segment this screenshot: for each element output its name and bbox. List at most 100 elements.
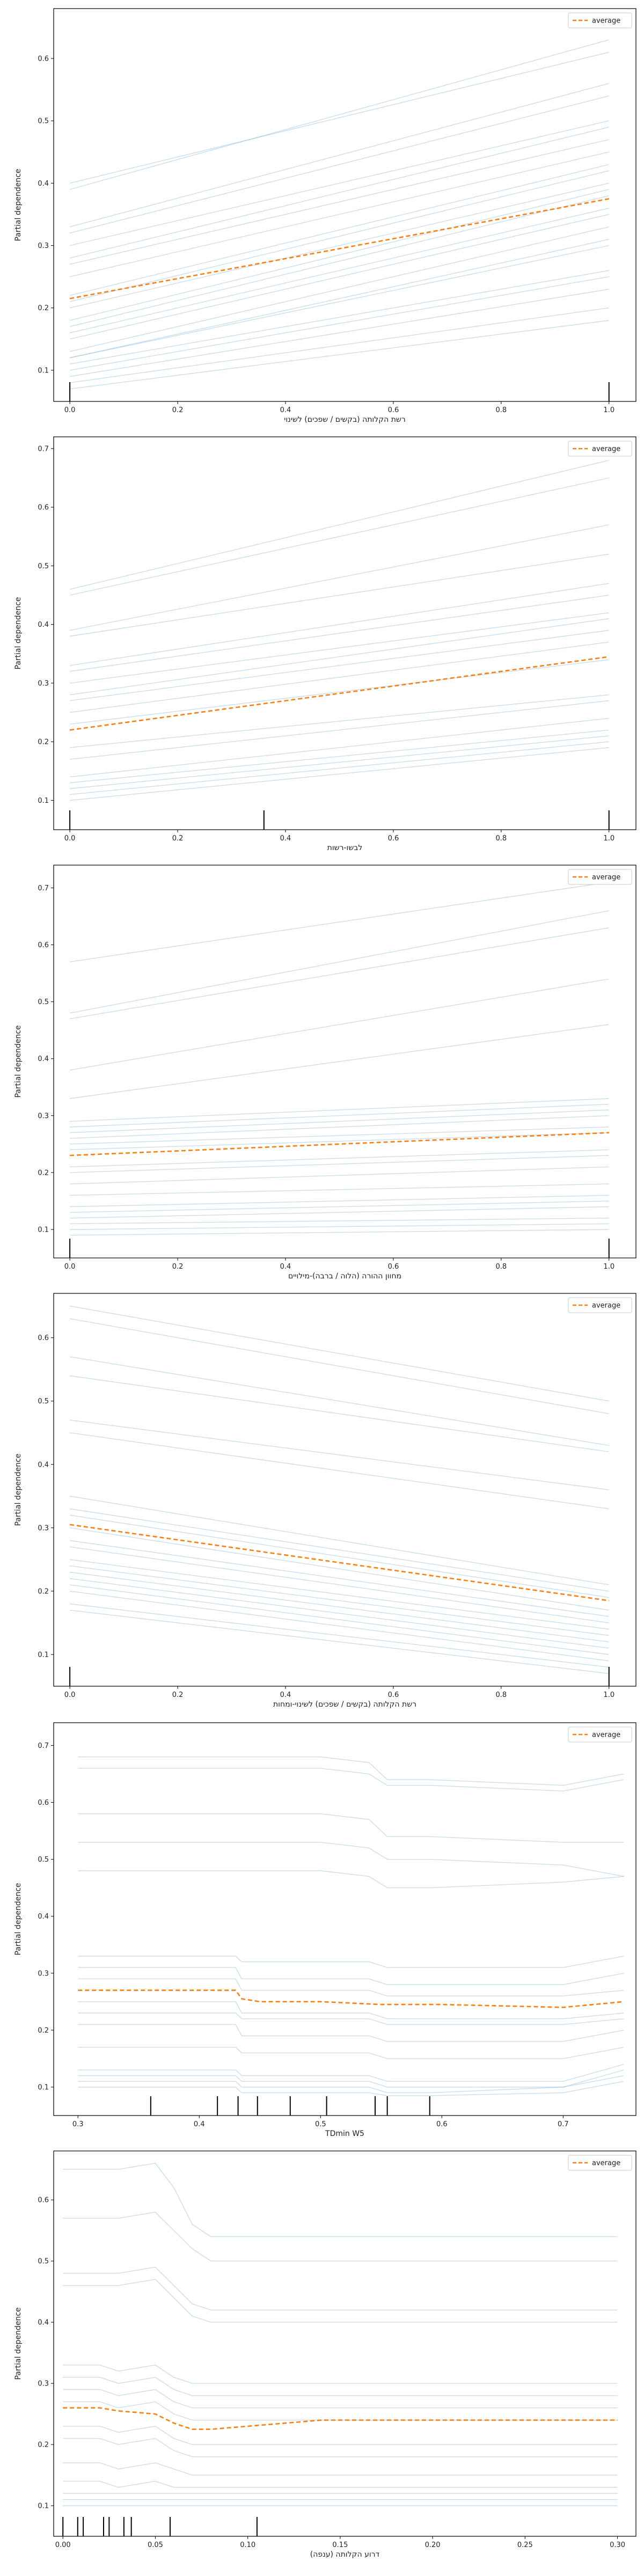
ice-line xyxy=(63,2365,618,2384)
x-tick-label: 0.05 xyxy=(148,2541,163,2549)
y-tick-label: 0.7 xyxy=(38,445,49,453)
ice-line xyxy=(69,120,609,246)
ice-line xyxy=(70,1584,609,1655)
x-tick-label: 0.6 xyxy=(436,2120,448,2128)
x-tick-label: 0.4 xyxy=(280,1691,291,1699)
ice-line xyxy=(70,1217,609,1225)
legend-box xyxy=(568,1297,632,1313)
ice-line xyxy=(70,718,609,778)
ice-line xyxy=(69,239,609,358)
ice-line xyxy=(63,2480,618,2488)
ice-line xyxy=(70,612,609,684)
x-tick-label: 1.0 xyxy=(603,406,614,414)
ice-line xyxy=(70,1223,609,1230)
y-tick-label: 0.5 xyxy=(38,118,49,126)
ice-line xyxy=(69,1318,609,1414)
ice-line xyxy=(70,1419,609,1490)
x-tick-label: 0.00 xyxy=(55,2541,71,2549)
y-tick-label: 0.3 xyxy=(38,1524,49,1532)
ice-line xyxy=(69,1356,609,1446)
ice-line xyxy=(78,1813,624,1843)
y-tick-label: 0.1 xyxy=(38,1651,49,1659)
x-axis-label: לבשו-רשות xyxy=(327,844,363,852)
ice-line xyxy=(69,139,609,265)
ice-line xyxy=(69,460,609,590)
plot-frame xyxy=(53,2150,636,2537)
y-tick-label: 0.6 xyxy=(38,55,49,63)
ice-line xyxy=(70,735,609,789)
ice-line xyxy=(70,659,609,724)
chart-panel-1: 0.0 0.2 0.4 0.6 0.8 1.00.10.20.30.40.50.6רשת … xyxy=(14,8,636,424)
ice-line xyxy=(69,910,609,1014)
legend: average xyxy=(568,441,632,457)
chart-panel-3: 0.0 0.2 0.4 0.6 0.8 1.0 0.1 0.2 0.3 0.4 0.5 0.6 0.7 מ… xyxy=(14,865,636,1280)
ice-line xyxy=(70,741,609,795)
x-tick-label: 0.30 xyxy=(610,2541,625,2549)
y-tick-label: 0.7 xyxy=(38,1742,49,1750)
ice-line xyxy=(69,96,609,233)
ice-line xyxy=(69,553,609,637)
legend-label: average xyxy=(592,874,620,882)
ice-line xyxy=(70,1603,609,1668)
x-tick-label: 0.5 xyxy=(315,2120,326,2128)
ice-line xyxy=(78,1870,624,1889)
x-tick-label: 0.0 xyxy=(64,1263,76,1271)
y-axis-label: Partial dependence xyxy=(14,1025,23,1097)
y-tick-label: 0.1 xyxy=(38,797,49,805)
ice-line xyxy=(69,1514,609,1598)
ice-line xyxy=(69,83,609,228)
ice-line xyxy=(78,1756,624,1786)
ice-line xyxy=(69,195,609,327)
ice-line xyxy=(70,1546,609,1623)
legend-box xyxy=(568,1726,632,1743)
ice-line xyxy=(70,1375,609,1452)
ice-line xyxy=(69,182,609,309)
chart-panel-5: 0.3 0.4 0.5 0.6 0.7 0.1 0.2 0.3 0.4 0.5 0.6 0.7 TDmi… xyxy=(14,1722,636,2138)
ice-line xyxy=(78,2069,624,2088)
ice-line xyxy=(70,1149,609,1167)
x-tick-label: 0.2 xyxy=(172,1691,184,1699)
ice-line xyxy=(69,289,609,377)
ice-line xyxy=(70,630,609,701)
ice-line xyxy=(63,2389,618,2409)
x-axis-label: דרוע הקלותה (ענפה) xyxy=(310,2550,380,2559)
ice-line xyxy=(63,2279,618,2323)
x-tick-label: 1.0 xyxy=(603,835,614,843)
ice-line xyxy=(70,1609,609,1674)
ice-line xyxy=(78,1967,624,1985)
legend: average xyxy=(568,2155,632,2171)
y-tick-label: 0.6 xyxy=(38,504,49,512)
legend-box xyxy=(568,2155,632,2171)
ice-line xyxy=(69,524,609,631)
ice-line xyxy=(63,2376,618,2396)
ice-line xyxy=(78,2012,624,2025)
legend-label: average xyxy=(592,17,620,25)
ice-line xyxy=(69,39,609,190)
ice-line xyxy=(70,1109,609,1133)
ice-line xyxy=(69,245,609,358)
ice-line xyxy=(70,1578,609,1649)
x-tick-label: 0.4 xyxy=(194,2120,205,2128)
ice-line xyxy=(69,978,609,1071)
ice-line xyxy=(70,700,609,760)
x-tick-label: 0.6 xyxy=(388,1263,399,1271)
x-tick-label: 0.6 xyxy=(388,406,399,414)
ice-line xyxy=(70,641,609,713)
y-tick-label: 0.6 xyxy=(38,1334,49,1342)
x-tick-label: 0.8 xyxy=(495,835,507,843)
ice-line xyxy=(69,170,609,302)
y-tick-label: 0.5 xyxy=(38,2258,49,2266)
y-tick-label: 0.1 xyxy=(38,1226,49,1234)
ice-line xyxy=(63,2438,618,2457)
x-axis-label: מחוון ההורה (הלוה / ברבה)-מילויים xyxy=(288,1272,401,1280)
plot-frame xyxy=(53,1722,636,2116)
ice-line xyxy=(70,308,609,383)
average-line xyxy=(69,656,609,731)
y-tick-label: 0.3 xyxy=(38,242,49,250)
y-axis-label: Partial dependence xyxy=(14,597,23,669)
ice-line xyxy=(70,1565,609,1636)
x-tick-label: 0.0 xyxy=(64,1691,76,1699)
y-tick-label: 0.6 xyxy=(38,2197,49,2205)
ice-line xyxy=(63,2212,618,2262)
x-tick-label: 0.7 xyxy=(558,2120,569,2128)
